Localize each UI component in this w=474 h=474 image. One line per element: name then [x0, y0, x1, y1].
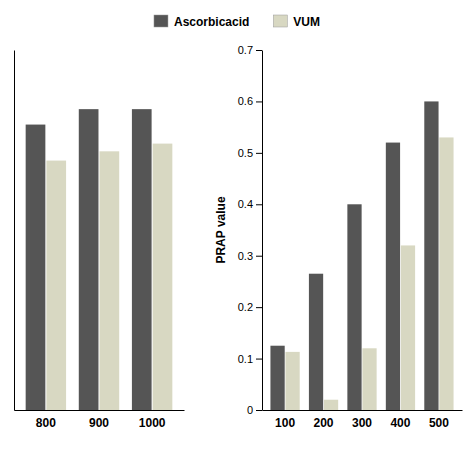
x-tick-label: 800 [36, 416, 56, 430]
x-tick: 500 [429, 410, 449, 430]
bar [424, 101, 438, 410]
y-tick: 0.5 [238, 147, 262, 159]
x-tick: 800 [36, 410, 56, 430]
y-tick: 0.7 [238, 44, 262, 56]
y-axis-title: PRAP value [214, 196, 228, 263]
legend-swatch [273, 15, 287, 27]
y-tick-label: 0.7 [238, 44, 253, 56]
y-tick: 0 [247, 404, 262, 416]
y-tick-line [256, 359, 262, 360]
bar [347, 204, 361, 410]
bar [26, 125, 46, 410]
y-tick: 0.2 [238, 301, 262, 313]
y-tick-line [256, 50, 262, 51]
chart-root: 800 900 1000 100 200 300 400 500 0 0.1 0.2 0.3 0.4 0.… [0, 0, 474, 474]
y-axis [14, 51, 15, 411]
legend-item: VUM [273, 15, 320, 29]
axis-line [263, 410, 463, 411]
axis-line [15, 410, 185, 411]
legend-label: VUM [293, 15, 320, 29]
y-axis: 0 0.1 0.2 0.3 0.4 0.5 0.6 0.7 [238, 44, 263, 416]
plot: 100 200 300 400 500 0 0.1 0.2 0.3 0.4 0.5 0.6 0.7 PRA… [214, 44, 463, 430]
x-axis: 800 900 1000 [15, 410, 185, 430]
axis-line [262, 51, 263, 411]
y-tick-label: 0.3 [238, 250, 253, 262]
y-tick-line [256, 153, 262, 154]
y-tick-line [256, 256, 262, 257]
y-tick: 0.3 [238, 250, 262, 262]
legend: Ascorbicacid VUM [154, 15, 320, 29]
bar [309, 274, 323, 410]
y-tick-label: 0.6 [238, 95, 253, 107]
x-tick-label: 500 [429, 416, 449, 430]
legend-swatch [154, 15, 168, 27]
x-tick: 200 [314, 410, 334, 430]
bar [324, 400, 338, 410]
x-tick: 900 [89, 410, 109, 430]
bars [26, 109, 173, 410]
x-tick-label: 200 [314, 416, 334, 430]
y-tick-label: 0.5 [238, 147, 253, 159]
bar [401, 245, 415, 410]
bars [270, 101, 453, 410]
x-axis: 100 200 300 400 500 [263, 410, 463, 430]
bar [386, 143, 400, 410]
x-tick: 1000 [139, 410, 166, 430]
y-tick-line [256, 410, 262, 411]
bar [100, 151, 120, 410]
bar [270, 346, 284, 410]
legend-item: Ascorbicacid [154, 15, 249, 29]
bar [132, 109, 152, 410]
y-tick: 0.6 [238, 95, 262, 107]
y-tick-line [256, 307, 262, 308]
bar [46, 161, 66, 410]
y-tick-label: 0.1 [238, 353, 253, 365]
axis-line [14, 51, 15, 411]
plot: 800 900 1000 [15, 51, 185, 430]
bar [79, 109, 99, 410]
x-tick-label: 900 [89, 416, 109, 430]
x-tick-label: 1000 [139, 416, 166, 430]
y-tick: 0.1 [238, 353, 262, 365]
legend-label: Ascorbicacid [174, 15, 249, 29]
bar [362, 348, 376, 410]
x-tick: 300 [352, 410, 372, 430]
y-tick: 0.4 [238, 198, 262, 210]
y-tick-label: 0 [247, 404, 253, 416]
bar [439, 137, 453, 410]
bar [285, 352, 299, 410]
x-tick: 100 [275, 410, 295, 430]
x-tick: 400 [390, 410, 410, 430]
y-tick-label: 0.2 [238, 301, 253, 313]
y-tick-line [256, 101, 262, 102]
x-tick-label: 100 [275, 416, 295, 430]
x-tick-label: 400 [390, 416, 410, 430]
y-tick-line [256, 204, 262, 205]
y-tick-label: 0.4 [238, 198, 253, 210]
x-tick-label: 300 [352, 416, 372, 430]
bar [153, 144, 173, 410]
